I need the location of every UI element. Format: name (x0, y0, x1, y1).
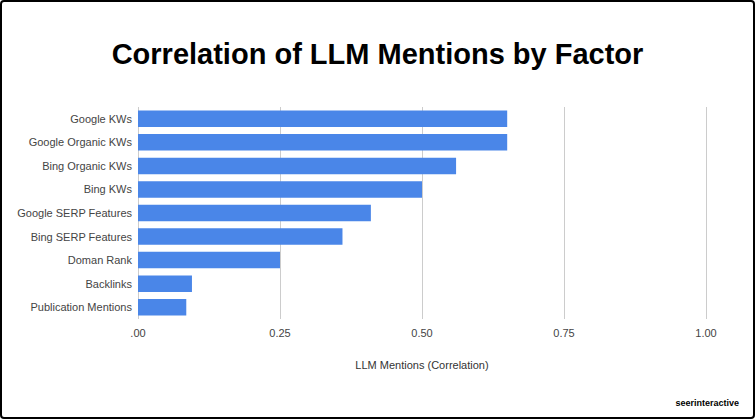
svg-text:Bing SERP Features: Bing SERP Features (31, 231, 133, 243)
svg-text:0.25: 0.25 (269, 327, 290, 339)
svg-text:Google Organic KWs: Google Organic KWs (29, 136, 133, 148)
svg-text:Google KWs: Google KWs (70, 113, 132, 125)
svg-text:Doman Rank: Doman Rank (68, 254, 133, 266)
svg-text:Bing Organic KWs: Bing Organic KWs (42, 160, 132, 172)
svg-text:Bing KWs: Bing KWs (84, 183, 133, 195)
svg-text:Correlation of LLM Mentions by: Correlation of LLM Mentions by Factor (112, 38, 644, 70)
svg-text:0.50: 0.50 (411, 327, 432, 339)
svg-text:0.75: 0.75 (553, 327, 574, 339)
svg-text:Backlinks: Backlinks (86, 278, 133, 290)
svg-text:LLM Mentions (Correlation): LLM Mentions (Correlation) (355, 359, 488, 371)
svg-text:1.00: 1.00 (695, 327, 716, 339)
svg-text:Google SERP Features: Google SERP Features (17, 207, 132, 219)
svg-text:.00: .00 (130, 327, 145, 339)
svg-text:seerinteractive: seerinteractive (675, 398, 739, 408)
svg-text:Publication Mentions: Publication Mentions (30, 301, 132, 313)
